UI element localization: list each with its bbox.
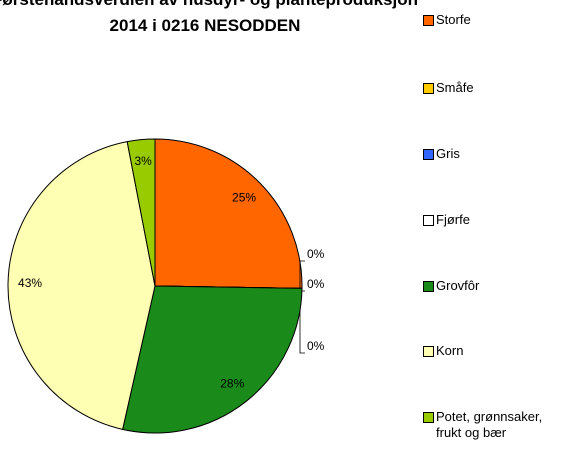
legend-item: Korn — [423, 343, 568, 359]
legend-label: Fjørfe — [436, 212, 470, 227]
legend-item: Potet, grønnsaker, frukt og bær — [423, 409, 568, 441]
legend-swatch — [423, 15, 434, 26]
legend-item: Småfe — [423, 80, 568, 96]
pie-slice — [154, 138, 303, 289]
data-label: 25% — [232, 191, 256, 205]
legend-label: Grovfôr — [436, 278, 480, 293]
legend-swatch — [423, 149, 434, 160]
legend-label: Småfe — [436, 80, 474, 95]
legend-item: Gris — [423, 146, 568, 162]
legend-item: Storfe — [423, 12, 568, 28]
chart-title: Førstehåndsverdien av husdyr- og plantep… — [0, 0, 418, 35]
data-label: 0% — [307, 277, 325, 291]
legend-swatch — [423, 412, 434, 423]
legend-swatch — [423, 215, 434, 226]
legend-label: Storfe — [436, 12, 471, 27]
pie-slice — [126, 138, 156, 287]
legend-swatch — [423, 346, 434, 357]
data-label: 28% — [220, 376, 244, 390]
legend-label: Korn — [436, 343, 464, 358]
legend-label: Gris — [436, 146, 460, 161]
legend-item: Grovfôr — [423, 278, 568, 294]
pie-slice — [7, 141, 156, 430]
data-label: 3% — [134, 154, 152, 168]
legend-item: Fjørfe — [423, 212, 568, 228]
data-label: 0% — [307, 247, 325, 261]
legend-swatch — [423, 83, 434, 94]
data-label: 0% — [307, 339, 325, 353]
legend-label: Potet, grønnsaker, frukt og bær — [436, 409, 543, 440]
pie-slice — [122, 285, 303, 434]
data-label: 43% — [18, 276, 42, 290]
legend-swatch — [423, 281, 434, 292]
